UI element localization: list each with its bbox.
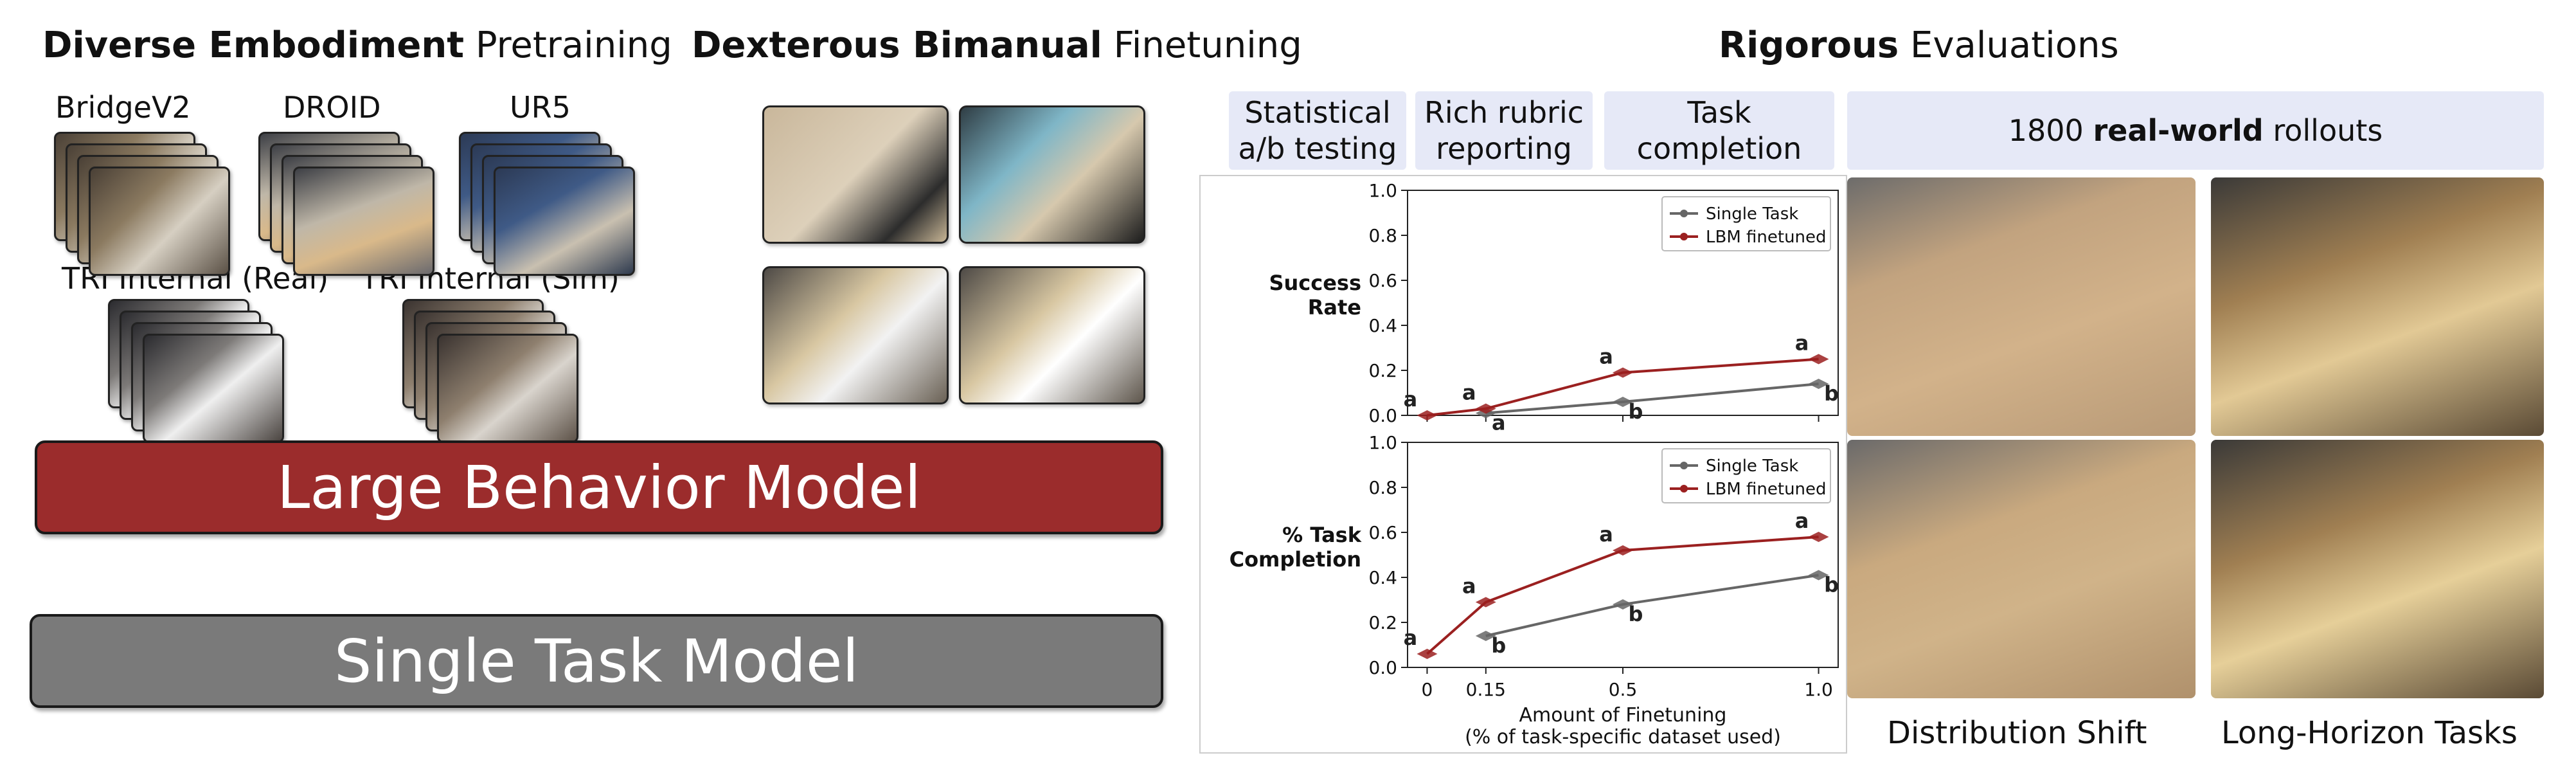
data-point — [1613, 367, 1633, 378]
data-point — [1808, 570, 1829, 581]
legend-box — [1661, 448, 1831, 503]
significance-letter: a — [1492, 411, 1506, 435]
finetune-photo-bike-2 — [959, 105, 1145, 244]
significance-letter: a — [1795, 509, 1809, 533]
dataset-label-ur5: UR5 — [510, 90, 571, 125]
legend-marker — [1680, 210, 1688, 217]
caption-distribution-shift: Distribution Shift — [1887, 715, 2147, 751]
significance-letter: a — [1404, 626, 1418, 650]
y-axis-label: Completion — [1230, 547, 1361, 572]
y-tick-label: 0.2 — [1368, 360, 1397, 381]
legend-label: Single Task — [1706, 204, 1798, 224]
finetune-photo-bike-1 — [762, 105, 949, 244]
eval-photo-long-horizon-2 — [2211, 440, 2544, 698]
single-task-model-bar: Single Task Model — [30, 614, 1163, 708]
eval-photo-long-horizon-1 — [2211, 177, 2544, 436]
rollouts-suffix: rollouts — [2263, 113, 2383, 148]
y-tick-label: 0.8 — [1368, 225, 1397, 246]
y-axis-label: % Task — [1282, 523, 1362, 547]
chart-panel: 0.0 0.2 0.4 0.6 0.8 1.0 Success Rate a b b a a a a Sing… — [1199, 175, 1847, 754]
significance-letter: b — [1629, 399, 1643, 424]
y-tick-label: 0.0 — [1368, 657, 1397, 678]
y-tick-label: 0.4 — [1368, 567, 1397, 588]
dataset-label-bridgev2: BridgeV2 — [55, 90, 191, 125]
x-tick-label: 0.5 — [1609, 679, 1638, 700]
significance-letter: a — [1404, 387, 1418, 412]
finetuning-title: Dexterous Bimanual Finetuning — [692, 24, 1302, 66]
series-line — [1485, 383, 1819, 415]
significance-letter: a — [1599, 345, 1613, 369]
data-point — [1808, 532, 1829, 542]
x-axis-label: Amount of Finetuning — [1519, 704, 1727, 727]
evaluations-title-bold: Rigorous — [1719, 24, 1899, 66]
large-behavior-model-label: Large Behavior Model — [276, 453, 922, 522]
data-point — [1808, 379, 1829, 389]
finetune-photo-cup-2 — [959, 266, 1145, 404]
data-point — [1808, 354, 1829, 365]
rollouts-bold: real-world — [2093, 113, 2264, 148]
data-point — [1417, 410, 1438, 421]
y-tick-label: 0.4 — [1368, 315, 1397, 336]
significance-letter: b — [1629, 602, 1643, 626]
legend-label: Single Task — [1706, 457, 1798, 476]
y-tick-label: 1.0 — [1368, 180, 1397, 201]
significance-letter: a — [1462, 381, 1476, 405]
significance-letter: b — [1824, 573, 1839, 597]
pill-rich-rubric-reporting: Rich rubric reporting — [1415, 91, 1593, 170]
finetuning-title-rest: Finetuning — [1102, 24, 1302, 66]
y-tick-label: 0.0 — [1368, 405, 1397, 426]
series-line — [1426, 536, 1819, 655]
dataset-label-droid: DROID — [283, 90, 381, 125]
y-axis-label: Rate — [1308, 295, 1361, 320]
evaluations-title: Rigorous Evaluations — [1719, 24, 2119, 66]
pretraining-title: Diverse Embodiment Pretraining — [42, 24, 672, 66]
y-tick-label: 0.6 — [1368, 270, 1397, 291]
significance-letter: b — [1491, 633, 1506, 658]
y-tick-label: 1.0 — [1368, 432, 1397, 453]
significance-letter: a — [1462, 574, 1476, 599]
pretraining-title-rest: Pretraining — [464, 24, 672, 66]
x-tick-label: 0 — [1422, 679, 1433, 700]
evaluations-title-rest: Evaluations — [1899, 24, 2119, 66]
data-point — [1613, 545, 1633, 556]
pretraining-title-bold: Diverse Embodiment — [42, 24, 465, 66]
legend-label: LBM finetuned — [1706, 228, 1827, 247]
pill-real-world-rollouts: 1800 real-world rollouts — [1847, 91, 2544, 170]
significance-letter: b — [1824, 381, 1839, 406]
legend-marker — [1680, 233, 1688, 240]
pill-statistical-ab-testing: Statistical a/b testing — [1229, 91, 1406, 170]
caption-long-horizon-tasks: Long-Horizon Tasks — [2221, 715, 2518, 751]
data-point — [1475, 403, 1496, 414]
eval-photo-distribution-shift-1 — [1847, 177, 2196, 436]
legend-label: LBM finetuned — [1706, 480, 1827, 499]
legend-marker — [1680, 485, 1688, 493]
x-tick-label: 0.15 — [1466, 679, 1506, 700]
y-tick-label: 0.2 — [1368, 612, 1397, 633]
significance-letter: a — [1795, 331, 1809, 356]
x-tick-label: 1.0 — [1804, 679, 1833, 700]
rollouts-prefix: 1800 — [2008, 113, 2093, 148]
series-line — [1427, 357, 1819, 417]
y-tick-label: 0.8 — [1368, 477, 1397, 498]
finetuning-title-bold: Dexterous Bimanual — [692, 24, 1102, 66]
significance-letter: a — [1599, 522, 1613, 547]
data-point — [1475, 631, 1496, 641]
legend-box — [1661, 196, 1831, 251]
y-axis-label: Success — [1269, 271, 1361, 295]
data-point — [1417, 649, 1438, 659]
data-point — [1613, 599, 1633, 610]
large-behavior-model-bar: Large Behavior Model — [35, 440, 1163, 534]
x-axis-label-sub: (% of task-specific dataset used) — [1465, 726, 1781, 748]
data-point — [1613, 397, 1633, 407]
legend-marker — [1680, 462, 1688, 469]
data-point — [1475, 597, 1496, 608]
y-tick-label: 0.6 — [1368, 522, 1397, 543]
pill-task-completion: Task completion — [1604, 91, 1834, 170]
eval-photo-distribution-shift-2 — [1847, 440, 2196, 698]
finetune-photo-cup-1 — [762, 266, 949, 404]
single-task-model-label: Single Task Model — [334, 626, 859, 696]
